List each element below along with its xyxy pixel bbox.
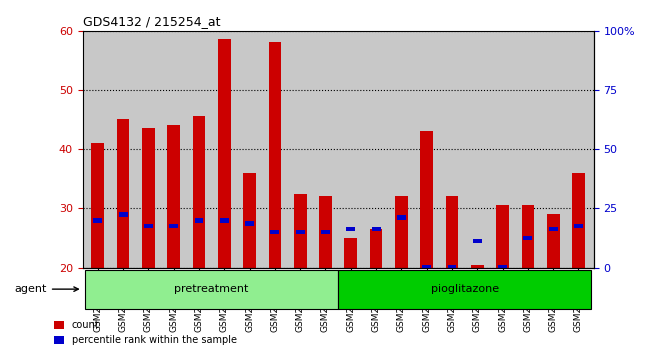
- Bar: [243, 173, 256, 268]
- Bar: [218, 39, 231, 268]
- Bar: [370, 229, 382, 268]
- Bar: [473, 239, 482, 243]
- Bar: [94, 218, 102, 223]
- Bar: [421, 131, 433, 268]
- Bar: [395, 196, 408, 268]
- Bar: [471, 265, 484, 268]
- Bar: [296, 230, 305, 234]
- Text: pioglitazone: pioglitazone: [430, 284, 499, 294]
- Bar: [496, 205, 509, 268]
- Bar: [422, 265, 431, 270]
- Bar: [270, 230, 280, 234]
- Bar: [169, 224, 178, 228]
- Bar: [192, 116, 205, 268]
- Bar: [547, 214, 560, 268]
- Bar: [321, 230, 330, 234]
- Text: pretreatment: pretreatment: [174, 284, 249, 294]
- Bar: [344, 238, 357, 268]
- Bar: [319, 196, 332, 268]
- Bar: [448, 265, 456, 270]
- Bar: [220, 218, 229, 223]
- Bar: [549, 227, 558, 232]
- FancyBboxPatch shape: [85, 270, 338, 309]
- Bar: [294, 194, 307, 268]
- Bar: [572, 173, 585, 268]
- Text: agent: agent: [14, 284, 78, 294]
- FancyBboxPatch shape: [338, 270, 591, 309]
- Bar: [168, 125, 180, 268]
- Bar: [397, 215, 406, 219]
- Bar: [142, 129, 155, 268]
- Bar: [144, 224, 153, 228]
- Bar: [119, 212, 127, 217]
- Bar: [498, 265, 507, 270]
- Bar: [117, 119, 129, 268]
- Bar: [523, 235, 532, 240]
- Bar: [574, 224, 583, 228]
- Bar: [446, 196, 458, 268]
- Bar: [268, 42, 281, 268]
- Bar: [92, 143, 104, 268]
- Bar: [346, 227, 355, 232]
- Bar: [521, 205, 534, 268]
- Bar: [372, 227, 380, 232]
- Bar: [245, 221, 254, 225]
- Text: GDS4132 / 215254_at: GDS4132 / 215254_at: [83, 15, 220, 28]
- Bar: [194, 218, 203, 223]
- Legend: count, percentile rank within the sample: count, percentile rank within the sample: [50, 316, 240, 349]
